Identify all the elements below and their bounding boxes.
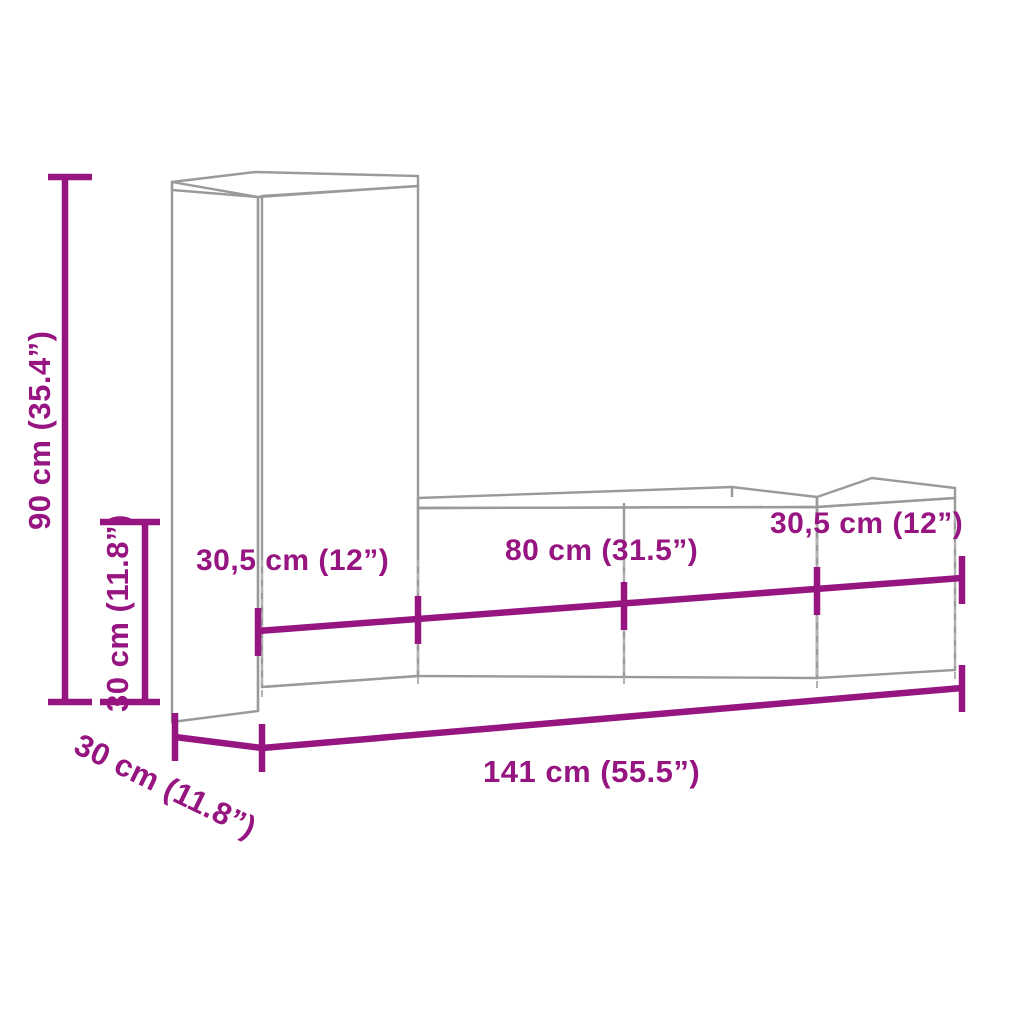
tall-cabinet-side-panel (170, 180, 260, 724)
tall-cabinet-front-face (260, 184, 420, 689)
dimline-depth-axis (174, 733, 263, 752)
label-width-tv-unit-large: 80 cm (31.5”) (505, 534, 698, 567)
label-height-total: 90 cm (35.4”) (22, 331, 57, 531)
dimline-height-total (48, 173, 92, 706)
dimline-depth (171, 713, 266, 772)
dimline-width-sections (254, 556, 966, 656)
tv-unit-large-top-face (416, 485, 819, 510)
label-width-tv-unit-small: 30,5 cm (12”) (770, 507, 963, 540)
dimline-width-total (261, 665, 966, 752)
tv-unit-large-bottom-edge (261, 674, 419, 689)
dimline-width-sections-axis (257, 574, 963, 635)
label-height-unit: 30 cm (11.8”) (100, 514, 135, 712)
furniture-linework (170, 170, 957, 724)
label-width-tall-cabinet: 30,5 cm (12”) (196, 544, 389, 577)
tall-cabinet (170, 170, 420, 724)
dimline-height-unit (100, 518, 160, 706)
label-width-total: 141 cm (55.5”) (483, 754, 700, 789)
dimline-width-total-axis (261, 684, 963, 752)
tv-unit-large (261, 485, 819, 689)
dimension-lines (48, 173, 966, 772)
